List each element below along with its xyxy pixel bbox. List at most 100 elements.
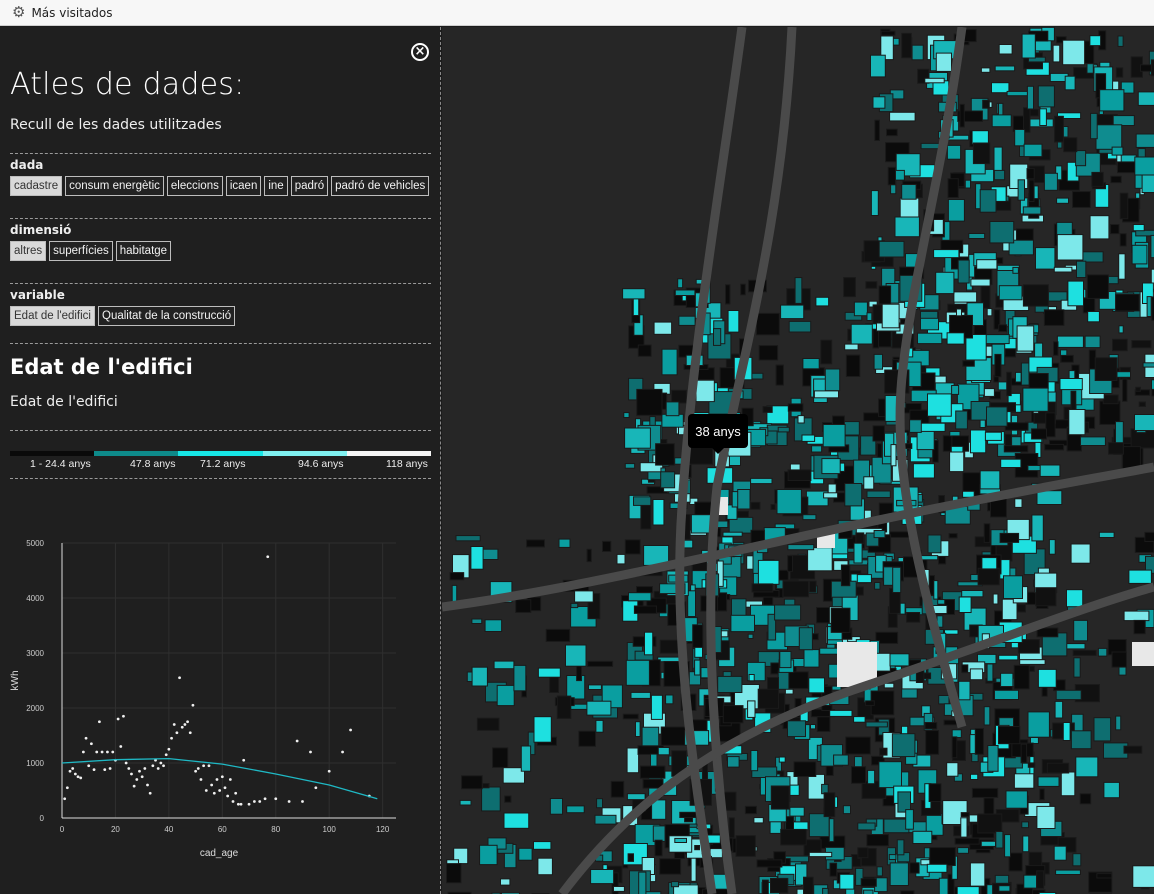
building-parcel[interactable] (887, 166, 897, 186)
building-parcel[interactable] (590, 869, 615, 885)
building-parcel[interactable] (870, 54, 886, 78)
building-parcel[interactable] (986, 663, 994, 682)
building-parcel[interactable] (881, 303, 900, 329)
building-parcel[interactable] (998, 324, 1008, 332)
building-parcel[interactable] (863, 476, 875, 490)
building-parcel[interactable] (782, 580, 809, 598)
building-parcel[interactable] (788, 671, 809, 689)
building-parcel[interactable] (1119, 192, 1129, 220)
building-parcel[interactable] (515, 599, 532, 613)
building-parcel[interactable] (449, 572, 465, 581)
building-parcel[interactable] (972, 142, 991, 165)
building-parcel[interactable] (644, 631, 654, 656)
building-parcel[interactable] (853, 542, 863, 564)
building-parcel[interactable] (1150, 234, 1154, 259)
building-parcel[interactable] (947, 873, 955, 894)
building-parcel[interactable] (946, 762, 959, 777)
map-view[interactable] (442, 27, 1154, 894)
building-parcel[interactable] (871, 755, 885, 766)
building-parcel[interactable] (970, 429, 987, 454)
building-parcel[interactable] (751, 583, 774, 593)
building-parcel[interactable] (1026, 168, 1035, 180)
building-parcel[interactable] (1112, 115, 1135, 126)
building-parcel[interactable] (1031, 514, 1044, 542)
building-parcel[interactable] (747, 633, 754, 640)
building-parcel[interactable] (813, 390, 839, 399)
building-parcel[interactable] (947, 178, 959, 198)
building-parcel[interactable] (1028, 56, 1046, 63)
building-parcel[interactable] (1045, 412, 1056, 438)
building-parcel[interactable] (822, 887, 829, 894)
building-parcel[interactable] (1037, 85, 1055, 108)
building-parcel[interactable] (660, 471, 676, 489)
building-parcel[interactable] (1052, 44, 1061, 63)
building-parcel[interactable] (665, 694, 674, 705)
building-parcel[interactable] (971, 787, 999, 798)
building-parcel[interactable] (1115, 421, 1124, 445)
building-parcel[interactable] (970, 278, 991, 287)
building-parcel[interactable] (1138, 401, 1146, 407)
building-parcel[interactable] (1131, 244, 1148, 265)
building-parcel[interactable] (926, 863, 948, 873)
building-parcel[interactable] (872, 96, 886, 109)
building-parcel[interactable] (1134, 389, 1151, 396)
building-parcel[interactable] (788, 320, 812, 333)
building-parcel[interactable] (1056, 335, 1084, 348)
chip-icaen[interactable]: icaen (225, 176, 262, 196)
building-parcel[interactable] (833, 754, 849, 766)
building-parcel[interactable] (977, 567, 1000, 586)
building-parcel[interactable] (1066, 589, 1084, 608)
building-parcel[interactable] (1036, 805, 1056, 830)
building-parcel[interactable] (994, 353, 1002, 378)
building-parcel[interactable] (959, 103, 965, 128)
building-parcel[interactable] (1067, 280, 1085, 307)
building-parcel[interactable] (1142, 362, 1154, 368)
building-parcel[interactable] (566, 805, 585, 814)
building-parcel[interactable] (823, 492, 839, 499)
building-parcel[interactable] (757, 688, 780, 709)
building-parcel[interactable] (476, 717, 500, 731)
building-parcel[interactable] (1070, 390, 1077, 412)
building-parcel[interactable] (951, 729, 962, 738)
building-parcel[interactable] (969, 862, 986, 887)
building-parcel[interactable] (866, 490, 891, 498)
building-parcel[interactable] (526, 539, 545, 548)
building-parcel[interactable] (725, 284, 731, 305)
building-parcel[interactable] (960, 817, 968, 838)
building-parcel[interactable] (770, 877, 789, 894)
building-parcel[interactable] (844, 483, 863, 507)
building-parcel[interactable] (1115, 715, 1122, 731)
building-parcel[interactable] (883, 818, 910, 834)
building-parcel[interactable] (995, 831, 1004, 849)
building-parcel[interactable] (1096, 873, 1113, 879)
building-parcel[interactable] (905, 809, 914, 830)
building-parcel[interactable] (873, 530, 886, 539)
building-parcel[interactable] (652, 499, 665, 526)
building-parcel[interactable] (874, 582, 881, 590)
building-parcel[interactable] (998, 726, 1021, 745)
building-parcel[interactable] (1151, 389, 1154, 397)
building-parcel[interactable] (956, 886, 980, 894)
building-parcel[interactable] (775, 364, 784, 386)
building-parcel[interactable] (459, 799, 472, 806)
building-parcel[interactable] (1017, 639, 1040, 654)
building-parcel[interactable] (876, 866, 883, 877)
building-parcel[interactable] (513, 664, 527, 692)
building-parcel[interactable] (602, 540, 612, 553)
building-parcel[interactable] (1043, 309, 1065, 326)
building-parcel[interactable] (1093, 717, 1112, 742)
building-parcel[interactable] (1054, 700, 1064, 719)
building-parcel[interactable] (727, 756, 740, 768)
building-parcel[interactable] (1063, 137, 1078, 153)
building-parcel[interactable] (928, 783, 942, 802)
building-parcel[interactable] (986, 308, 993, 317)
building-parcel[interactable] (1020, 743, 1028, 764)
building-parcel[interactable] (1015, 371, 1022, 383)
building-parcel[interactable] (850, 323, 873, 345)
building-parcel[interactable] (958, 680, 971, 701)
building-parcel[interactable] (1150, 59, 1154, 77)
building-parcel[interactable] (875, 631, 899, 644)
building-parcel[interactable] (872, 425, 885, 442)
building-parcel[interactable] (857, 847, 869, 859)
building-parcel[interactable] (900, 890, 915, 894)
